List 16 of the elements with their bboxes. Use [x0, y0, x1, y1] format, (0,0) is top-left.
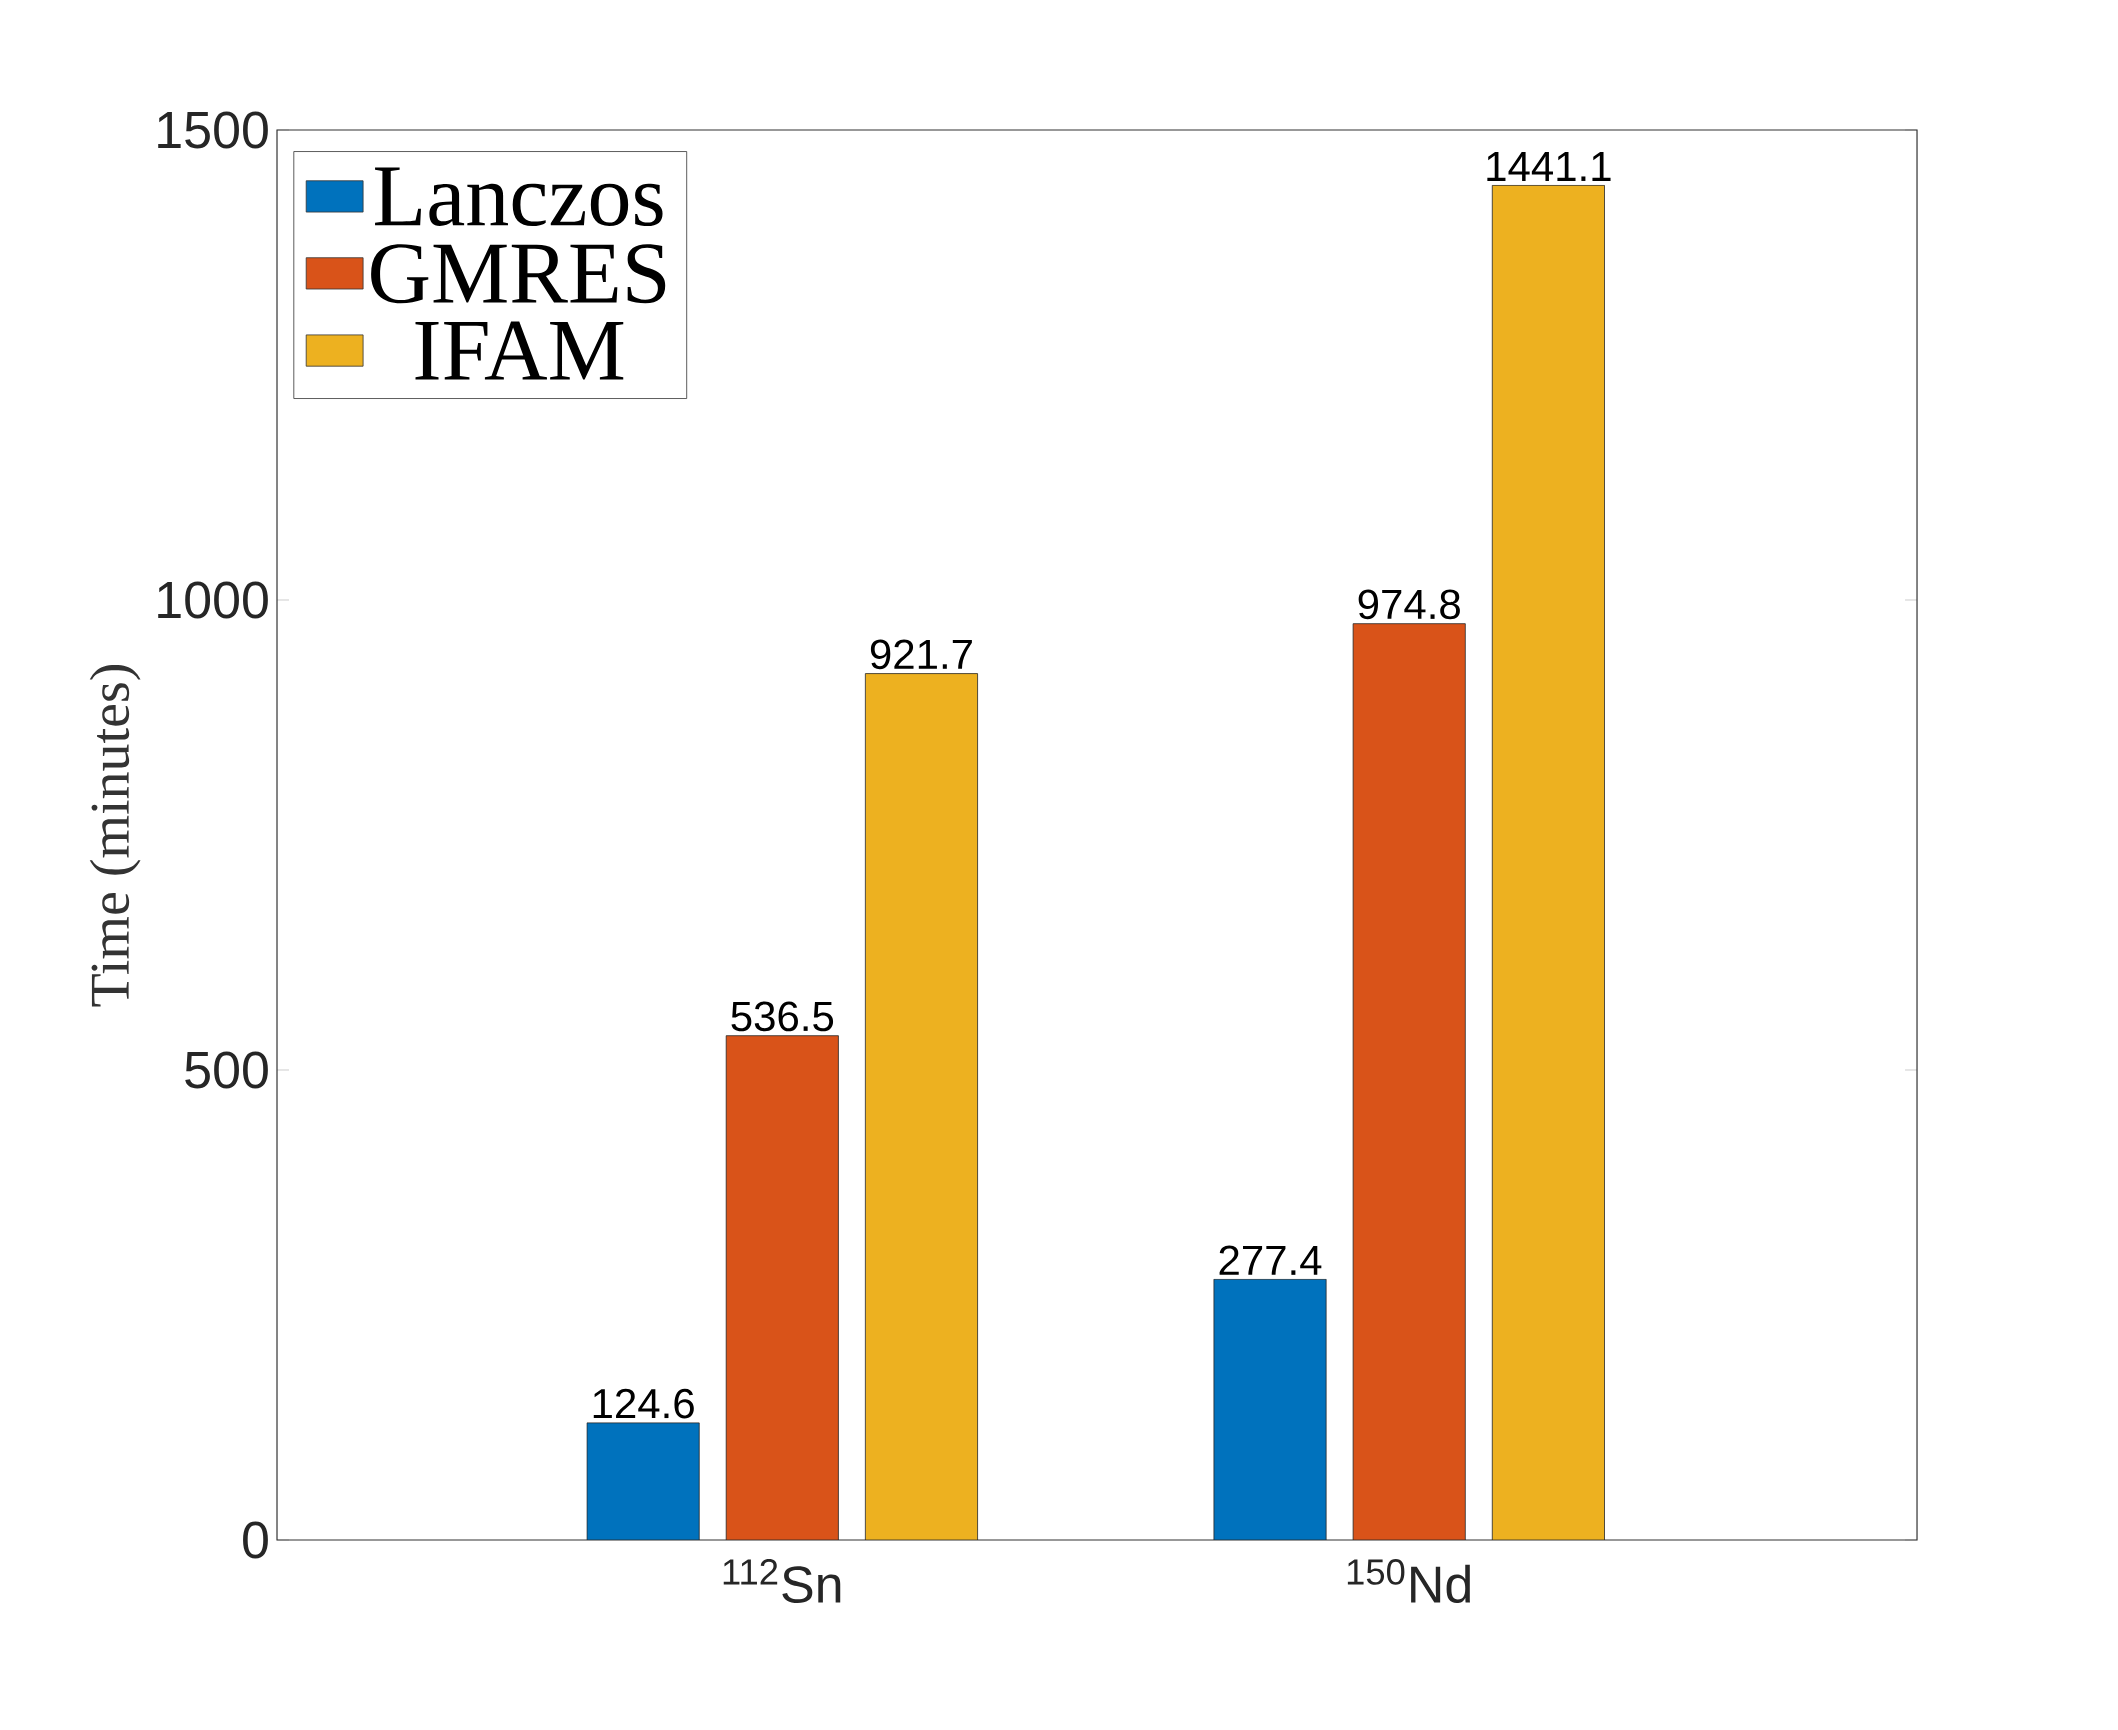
y-tick-label: 500	[185, 1051, 268, 1089]
data-label: 277.4	[1219, 1245, 1322, 1275]
data-label: 124.6	[593, 1388, 694, 1419]
y-tick-label: 1500	[158, 111, 268, 149]
data-label: 921.7	[870, 639, 972, 670]
data-label: 536.5	[731, 1001, 834, 1032]
y-axis-title: Time (minutes)	[89, 665, 141, 1007]
y-tick-label: 0	[243, 1521, 268, 1559]
x-tick-label: $^{112}$Sn	[723, 1559, 841, 1604]
legend-label: GMRES	[371, 244, 666, 304]
data-label: 1441.1	[1487, 152, 1611, 181]
legend-label: Lanczos	[375, 167, 663, 226]
y-tick-label: 1000	[158, 581, 268, 619]
data-label: 974.8	[1358, 589, 1460, 620]
legend-label: IFAM	[415, 321, 624, 380]
x-tick-label: $^{150}$Nd	[1347, 1559, 1470, 1604]
